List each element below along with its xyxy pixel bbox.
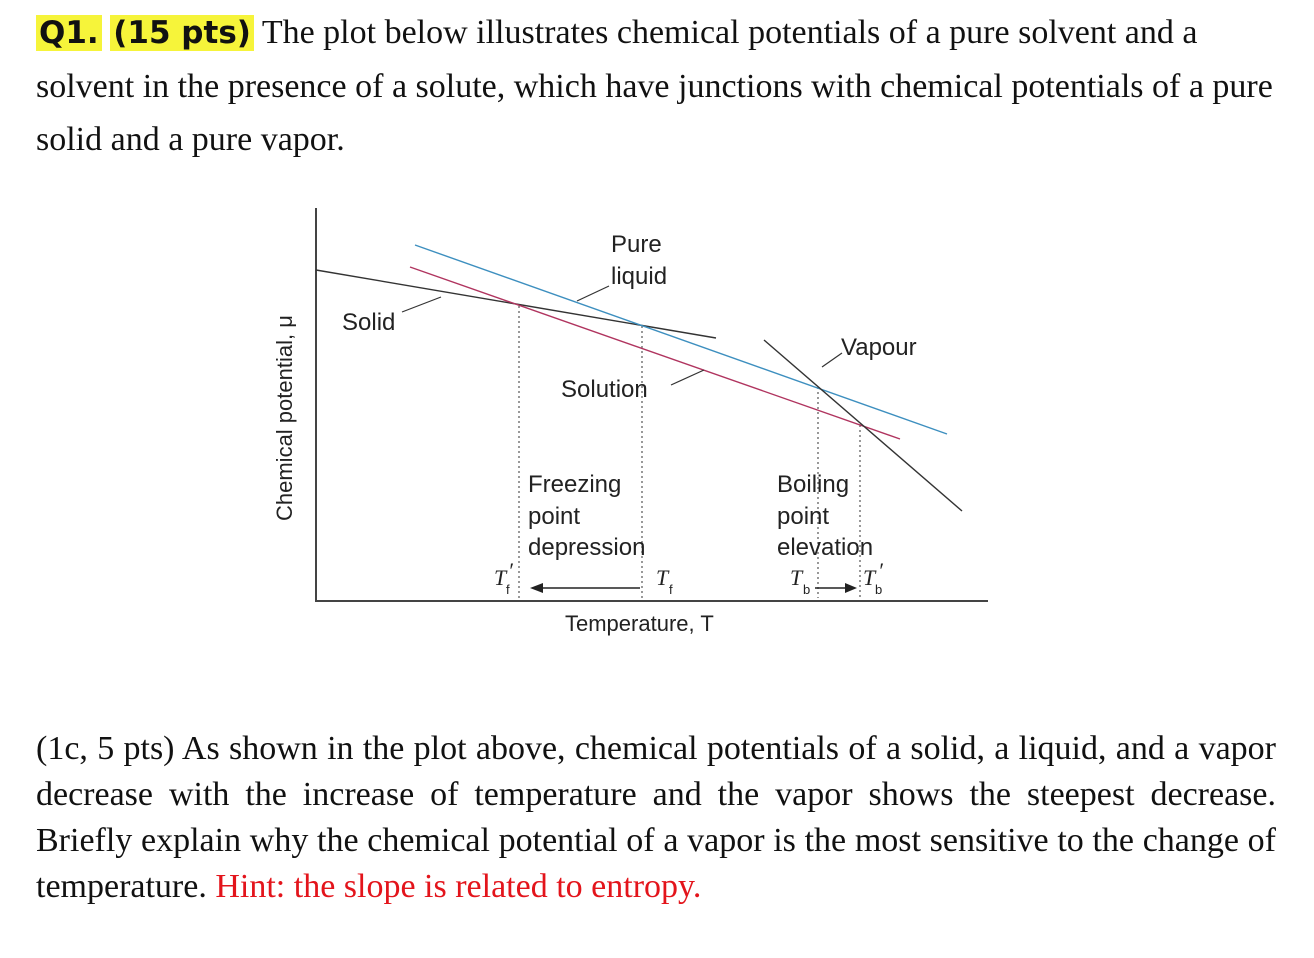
question-header: Q1. (15 pts) The plot below illustrates … [36,6,1276,166]
pure-liquid-line [414,244,948,435]
x-axis-label: Temperature, T [565,611,714,636]
elevation-label: elevation [777,534,873,561]
tb-prime-mark: ′ [878,558,884,583]
elevation-arrow-head [845,583,857,593]
tb-prime-subscript: b [875,582,882,597]
tb-symbol: T [790,565,804,590]
hint-text: Hint: the slope is related to entropy. [215,868,702,905]
tf-subscript: f [669,582,673,597]
vapour-leader [821,352,843,368]
depression-arrow-head [530,583,543,593]
y-axis-label: Chemical potential, μ [272,315,297,521]
vapour-label: Vapour [841,334,917,361]
boiling-label: Boiling [777,471,849,498]
solution-leader [670,369,705,386]
solid-label: Solid [342,309,395,336]
tb-subscript: b [803,582,810,597]
pure-liquid-leader [576,285,610,302]
solid-leader [401,296,442,313]
boiling-point-label: point [777,503,829,530]
tf-prime-mark: ′ [508,558,514,583]
tf-prime-subscript: f [506,582,510,597]
subquestion: (1c, 5 pts) As shown in the plot above, … [36,726,1276,910]
question-points: (15 pts) [110,15,254,51]
tf-prime-symbol: T [494,565,508,590]
liquid-label: liquid [611,263,667,290]
freezing-point-label: point [528,503,580,530]
question-number: Q1. [36,15,102,51]
vapour-line [763,339,963,512]
tb-prime-symbol: T [863,565,877,590]
tf-symbol: T [656,565,670,590]
solution-line [409,266,901,440]
depression-label: depression [528,534,645,561]
freezing-label: Freezing [528,471,621,498]
solution-label: Solution [561,376,648,403]
pure-label: Pure [611,231,662,258]
subquestion-text: (1c, 5 pts) As shown in the plot above, … [36,730,1276,905]
question-text: The plot below illustrates chemical pote… [36,14,1273,158]
